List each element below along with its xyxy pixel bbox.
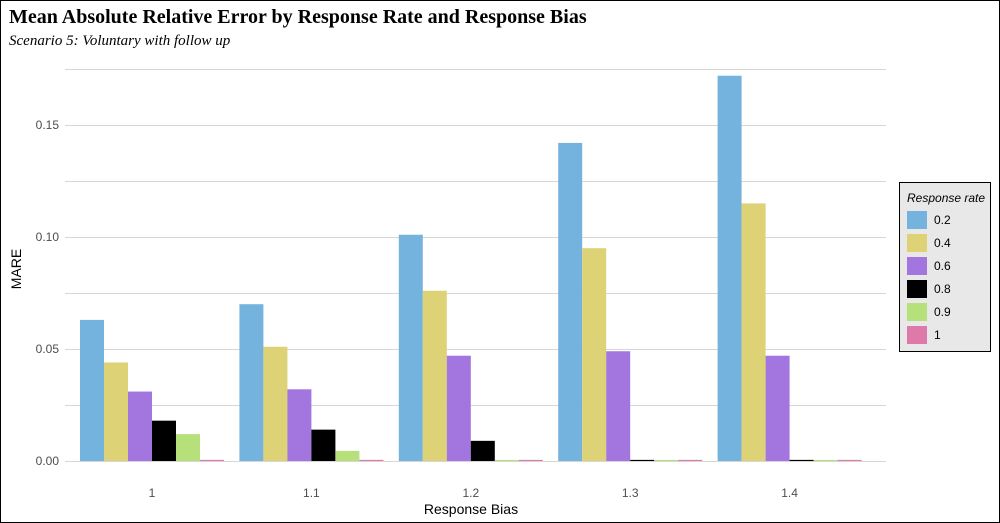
legend-item: 0.4	[907, 233, 987, 253]
bar	[422, 290, 447, 461]
legend-item: 0.8	[907, 279, 987, 299]
legend-swatch	[907, 257, 927, 275]
bar-layer	[80, 75, 862, 462]
legend-swatch	[907, 280, 927, 298]
legend-title: Response rate	[907, 191, 986, 205]
bar	[176, 434, 200, 461]
bar	[717, 75, 742, 461]
legend: Response rate 0.2 0.4 0.6 0.8 0.9 1	[899, 182, 991, 352]
bar	[582, 248, 607, 461]
legend-swatch	[907, 211, 927, 229]
legend-swatch	[907, 234, 927, 252]
bar	[152, 420, 176, 461]
legend-label: 0.6	[934, 259, 951, 273]
legend-swatch	[907, 303, 927, 321]
chart-subtitle: Scenario 5: Voluntary with follow up	[9, 33, 231, 49]
x-tick-label: 1.1	[303, 486, 320, 500]
legend-swatch	[907, 326, 927, 344]
bar	[765, 355, 790, 461]
legend-label: 0.2	[934, 213, 951, 227]
bar	[287, 389, 312, 461]
x-tick-label: 1.4	[781, 486, 798, 500]
bar	[470, 440, 495, 461]
bar	[518, 459, 543, 461]
legend-label: 1	[934, 328, 941, 342]
bar	[263, 346, 288, 461]
bar	[789, 459, 814, 461]
y-tick-label: 0.00	[36, 454, 60, 468]
chart-title: Mean Absolute Relative Error by Response…	[9, 6, 587, 28]
bar	[654, 459, 679, 461]
bar	[741, 203, 766, 461]
bar	[200, 459, 224, 461]
bar	[359, 459, 384, 461]
legend-item: 0.6	[907, 256, 987, 276]
legend-item: 0.9	[907, 302, 987, 322]
bar	[446, 355, 471, 461]
bar	[813, 459, 838, 461]
bar	[239, 304, 264, 461]
bar	[311, 429, 336, 461]
x-tick-label: 1.2	[462, 486, 479, 500]
x-tick-label: 1.3	[622, 486, 639, 500]
y-tick-label: 0.05	[36, 342, 60, 356]
y-tick-layer: 0.00 0.05 0.10 0.15	[36, 118, 60, 468]
bar	[630, 459, 655, 461]
legend-label: 0.9	[934, 305, 951, 319]
y-tick-label: 0.10	[36, 230, 60, 244]
bar	[398, 234, 423, 461]
x-tick-label: 1	[149, 486, 156, 500]
bar	[837, 459, 862, 461]
bar	[678, 459, 703, 461]
x-tick-layer: 1 1.1 1.2 1.3 1.4	[149, 486, 799, 500]
bar	[128, 391, 152, 461]
y-axis-title: MARE	[8, 249, 24, 289]
bar	[335, 450, 360, 461]
bar	[104, 362, 128, 461]
x-axis-title: Response Bias	[424, 501, 518, 517]
bar	[494, 459, 519, 461]
legend-item: 1	[907, 325, 987, 345]
legend-item: 0.2	[907, 210, 987, 230]
legend-label: 0.4	[934, 236, 951, 250]
bar	[80, 319, 104, 461]
bar	[558, 142, 583, 462]
bar	[606, 351, 631, 461]
legend-label: 0.8	[934, 282, 951, 296]
y-tick-label: 0.15	[36, 118, 60, 132]
